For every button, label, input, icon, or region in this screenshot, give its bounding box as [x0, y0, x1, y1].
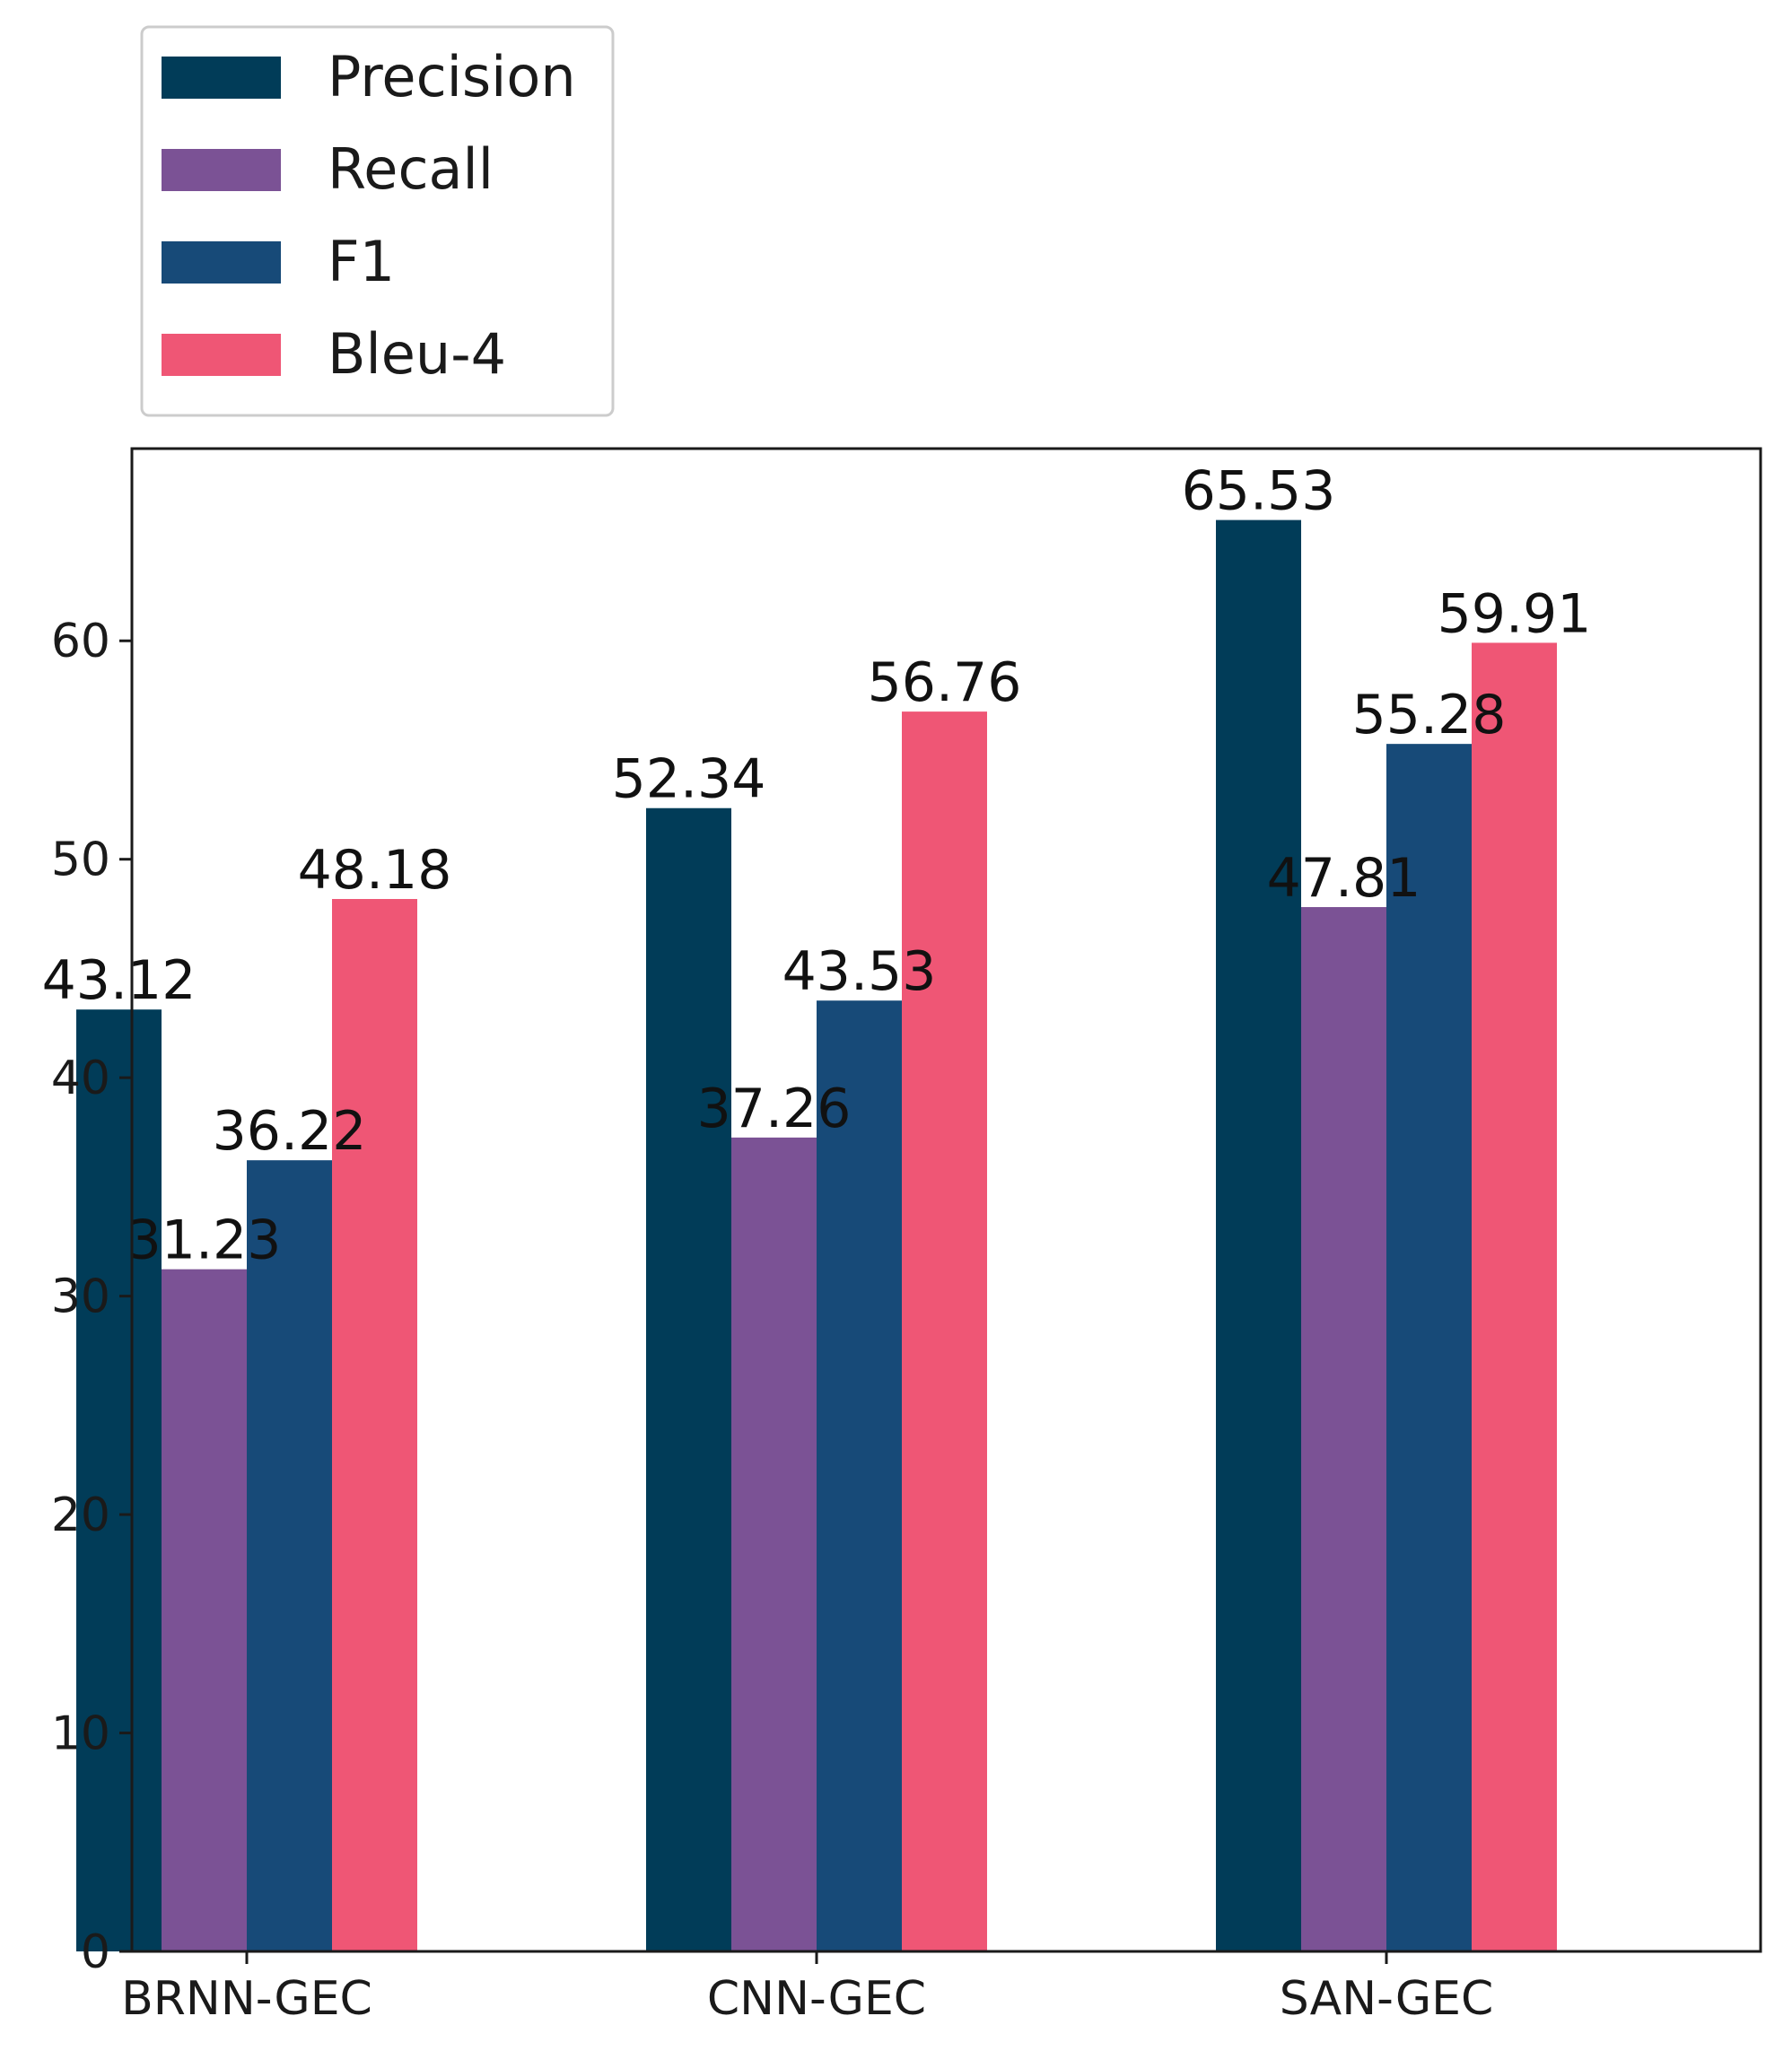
legend-swatch-bleu-4 [162, 334, 281, 376]
data-label-brnn-gec-bleu-4: 48.18 [298, 839, 452, 902]
bar-san-gec-precision [1216, 519, 1301, 1951]
bar-san-gec-recall [1301, 907, 1386, 1952]
data-label-brnn-gec-precision: 43.12 [42, 949, 197, 1012]
bar-cnn-gec-bleu-4 [902, 711, 987, 1951]
legend-swatch-precision [162, 57, 281, 99]
y-tick-label: 20 [51, 1488, 110, 1542]
data-label-san-gec-recall: 47.81 [1267, 847, 1421, 910]
bar-san-gec-bleu-4 [1472, 642, 1557, 1951]
legend-swatch-f1 [162, 241, 281, 284]
x-tick-label-cnn-gec: CNN-GEC [707, 1972, 926, 2026]
data-label-brnn-gec-f1: 36.22 [213, 1100, 367, 1163]
data-label-san-gec-f1: 55.28 [1352, 684, 1507, 746]
data-label-cnn-gec-precision: 52.34 [612, 748, 766, 811]
axes-frame [130, 447, 1762, 1953]
legend: Precision Recall F1 Bleu-4 [140, 25, 615, 417]
legend-label-f1: F1 [328, 229, 395, 294]
data-label-brnn-gec-recall: 31.23 [127, 1209, 282, 1272]
y-tick-label: 10 [51, 1707, 110, 1761]
legend-label-recall: Recall [328, 136, 494, 202]
x-axis: BRNN-GEC CNN-GEC SAN-GEC [121, 1951, 1493, 2026]
bar-cnn-gec-recall [731, 1137, 817, 1951]
legend-swatch-recall [162, 149, 281, 191]
legend-label-precision: Precision [328, 44, 576, 109]
legend-frame [140, 25, 615, 417]
data-label-cnn-gec-recall: 37.26 [697, 1078, 852, 1140]
bar-brnn-gec-precision [76, 1009, 162, 1951]
x-tick-label-brnn-gec: BRNN-GEC [121, 1972, 372, 2026]
data-label-cnn-gec-f1: 43.53 [782, 940, 937, 1003]
y-tick-label: 40 [51, 1052, 110, 1105]
data-label-cnn-gec-bleu-4: 56.76 [868, 651, 1022, 714]
legend-label-bleu-4: Bleu-4 [328, 321, 506, 387]
y-axis: 0 10 20 30 40 50 60 [51, 615, 132, 1979]
bar-brnn-gec-f1 [247, 1160, 332, 1951]
bar-cnn-gec-precision [646, 807, 731, 1951]
data-labels-group: 43.12 31.23 36.22 48.18 52.34 37.26 43.53 56.76… [42, 460, 1592, 1272]
bar-brnn-gec-bleu-4 [332, 899, 417, 1951]
bar-cnn-gec-f1 [817, 1000, 902, 1951]
bars-group [76, 519, 1557, 1952]
data-label-san-gec-precision: 65.53 [1182, 460, 1336, 523]
data-label-san-gec-bleu-4: 59.91 [1438, 582, 1592, 645]
y-tick-label: 30 [51, 1270, 110, 1324]
bar-san-gec-f1 [1386, 744, 1472, 1951]
y-tick-label: 50 [51, 833, 110, 887]
bar-brnn-gec-recall [162, 1269, 247, 1951]
y-tick-label: 0 [81, 1925, 110, 1979]
y-tick-label: 60 [51, 615, 110, 668]
x-tick-label-san-gec: SAN-GEC [1280, 1972, 1494, 2026]
